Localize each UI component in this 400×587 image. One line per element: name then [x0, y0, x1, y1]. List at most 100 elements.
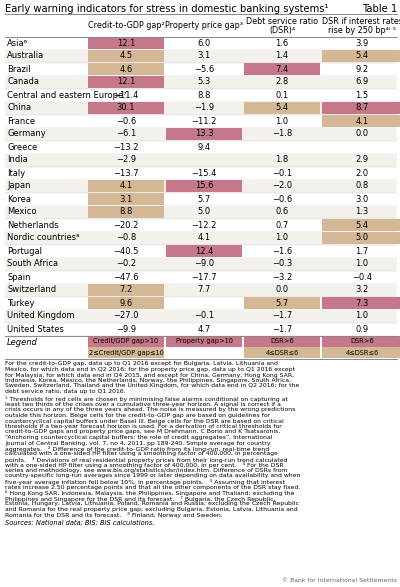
Text: 3.1: 3.1	[119, 194, 133, 204]
Text: −27.0: −27.0	[113, 312, 139, 321]
Text: 3.9: 3.9	[355, 39, 369, 48]
Text: © Bank for International Settlements: © Bank for International Settlements	[282, 578, 397, 583]
Bar	[88, 180, 164, 192]
Text: −9.0: −9.0	[194, 259, 214, 268]
Text: 0.8: 0.8	[355, 181, 369, 191]
Text: 1.0: 1.0	[356, 259, 368, 268]
Text: −1.8: −1.8	[272, 130, 292, 139]
Text: 4.7: 4.7	[197, 325, 211, 333]
Text: Netherlands: Netherlands	[7, 221, 59, 230]
Text: United States: United States	[7, 325, 64, 333]
Bar	[244, 297, 320, 309]
Text: 0.0: 0.0	[356, 130, 368, 139]
Text: 5.7: 5.7	[197, 194, 211, 204]
Text: −0.8: −0.8	[116, 234, 136, 242]
Text: −20.2: −20.2	[113, 221, 139, 230]
Text: 13.3: 13.3	[195, 130, 213, 139]
Text: Property price gap³: Property price gap³	[165, 21, 243, 30]
Text: Estonia, Hungary, Latvia, Lithuania, Poland, Romania and Russia; excluding the C: Estonia, Hungary, Latvia, Lithuania, Pol…	[5, 501, 299, 506]
Bar	[244, 336, 320, 347]
Text: countercyclical capital buffers under Basel III. Beige cells for the DSR are bas: countercyclical capital buffers under Ba…	[5, 419, 284, 423]
Text: 5.7: 5.7	[275, 299, 289, 308]
Text: Credit/GDP gap>10: Credit/GDP gap>10	[93, 338, 159, 344]
Text: debt service ratio, data up to Q1 2016.: debt service ratio, data up to Q1 2016.	[5, 389, 126, 394]
Bar	[88, 297, 164, 309]
Text: −11.4: −11.4	[113, 90, 139, 100]
Bar	[322, 336, 400, 347]
Bar	[5, 127, 397, 140]
Text: −13.2: −13.2	[113, 143, 139, 151]
Bar	[322, 232, 400, 244]
Text: calculated with a one-sided HP filter using a smoothing factor of 400,000, in pe: calculated with a one-sided HP filter us…	[5, 451, 278, 457]
Text: ¹ Thresholds for red cells are chosen by minimising false alarms conditional on : ¹ Thresholds for red cells are chosen by…	[5, 396, 288, 403]
Text: 5.3: 5.3	[197, 77, 211, 86]
Text: 5.0: 5.0	[198, 207, 210, 217]
Text: 1.5: 1.5	[356, 90, 368, 100]
Text: outside this horizon. Beige cells for the credit-to-GDP gap are based on guideli: outside this horizon. Beige cells for th…	[5, 413, 270, 418]
Text: 8.7: 8.7	[355, 103, 369, 113]
Text: 5.0: 5.0	[356, 234, 368, 242]
Bar	[322, 102, 400, 114]
Text: Brazil: Brazil	[7, 65, 31, 73]
Text: Romania for the DSR and its forecast.   ⁸ Finland, Norway and Sweden.: Romania for the DSR and its forecast. ⁸ …	[5, 512, 223, 518]
Text: (DSR)⁴: (DSR)⁴	[269, 26, 295, 35]
Text: 2≤Credit/GDP gap≤10: 2≤Credit/GDP gap≤10	[88, 350, 164, 356]
Text: 12.1: 12.1	[117, 77, 135, 86]
Text: −1.6: −1.6	[272, 247, 292, 255]
Text: China: China	[7, 103, 31, 113]
Text: 9.2: 9.2	[356, 65, 368, 73]
Bar	[88, 206, 164, 218]
Text: −0.3: −0.3	[272, 259, 292, 268]
Text: India: India	[7, 156, 28, 164]
Text: 4.6: 4.6	[119, 65, 133, 73]
Text: −6.1: −6.1	[116, 130, 136, 139]
Text: Canada: Canada	[7, 77, 39, 86]
Text: −9.9: −9.9	[116, 325, 136, 333]
Text: 5.4: 5.4	[356, 221, 368, 230]
Text: and Romania for the real property price gap; excluding Bulgaria, Estonia, Latvia: and Romania for the real property price …	[5, 507, 298, 511]
Text: rise by 250 bp⁴ⁱ ⁵: rise by 250 bp⁴ⁱ ⁵	[328, 26, 396, 35]
Text: Debt service ratio: Debt service ratio	[246, 17, 318, 26]
Text: 0.1: 0.1	[276, 90, 288, 100]
Text: Journal of Central Banking, vol. 7, no 4, 2011, pp 189-240. Simple average for c: Journal of Central Banking, vol. 7, no 4…	[5, 440, 270, 446]
Text: −0.2: −0.2	[116, 259, 136, 268]
Text: −3.2: −3.2	[272, 272, 292, 282]
Text: Switzerland: Switzerland	[7, 285, 56, 295]
Bar	[88, 193, 164, 205]
Text: Nordic countries⁸: Nordic countries⁸	[7, 234, 80, 242]
Text: −13.7: −13.7	[113, 168, 139, 177]
Bar	[244, 63, 320, 75]
Text: Early warning indicators for stress in domestic banking systems¹: Early warning indicators for stress in d…	[5, 4, 328, 14]
Bar	[88, 37, 164, 49]
Text: 4≤DSR≤6: 4≤DSR≤6	[345, 350, 379, 356]
Text: For the credit-to-GDP gap, data up to Q1 2016 except for Bulgaria, Latvia, Lithu: For the credit-to-GDP gap, data up to Q1…	[5, 362, 278, 366]
Bar	[322, 348, 400, 358]
Bar	[88, 336, 164, 347]
Bar	[5, 76, 397, 89]
Text: aggregates.   ² Difference of the credit-to-GDP ratio from its long-run, real-ti: aggregates. ² Difference of the credit-t…	[5, 446, 269, 452]
Bar	[166, 245, 242, 257]
Text: points.   ³ Deviations of real residential property prices from their long-run t: points. ³ Deviations of real residential…	[5, 457, 288, 463]
Text: 0.0: 0.0	[276, 285, 288, 295]
Bar	[5, 180, 397, 193]
Text: Korea: Korea	[7, 194, 31, 204]
Text: −1.7: −1.7	[272, 312, 292, 321]
Text: Indonesia, Korea, Mexico, the Netherlands, Norway, the Philippines, Singapore, S: Indonesia, Korea, Mexico, the Netherland…	[5, 378, 291, 383]
Text: 5.4: 5.4	[276, 103, 288, 113]
Text: 7.2: 7.2	[119, 285, 133, 295]
Text: Turkey: Turkey	[7, 299, 34, 308]
Text: −0.6: −0.6	[272, 194, 292, 204]
Text: 3.0: 3.0	[355, 194, 369, 204]
Bar	[5, 205, 397, 218]
Text: 3.2: 3.2	[355, 285, 369, 295]
Text: 4.1: 4.1	[120, 181, 132, 191]
Text: −0.1: −0.1	[272, 168, 292, 177]
Text: 7.3: 7.3	[355, 299, 369, 308]
Text: DSR>6: DSR>6	[350, 338, 374, 344]
Text: −2.9: −2.9	[116, 156, 136, 164]
Bar	[88, 76, 164, 88]
Text: −0.6: −0.6	[116, 116, 136, 126]
Text: −0.1: −0.1	[194, 312, 214, 321]
Text: Germany: Germany	[7, 130, 46, 139]
Text: credit-to-GDP gaps and property price gaps, see M Drehmann, C Borio and K Tsatsa: credit-to-GDP gaps and property price ga…	[5, 430, 280, 434]
